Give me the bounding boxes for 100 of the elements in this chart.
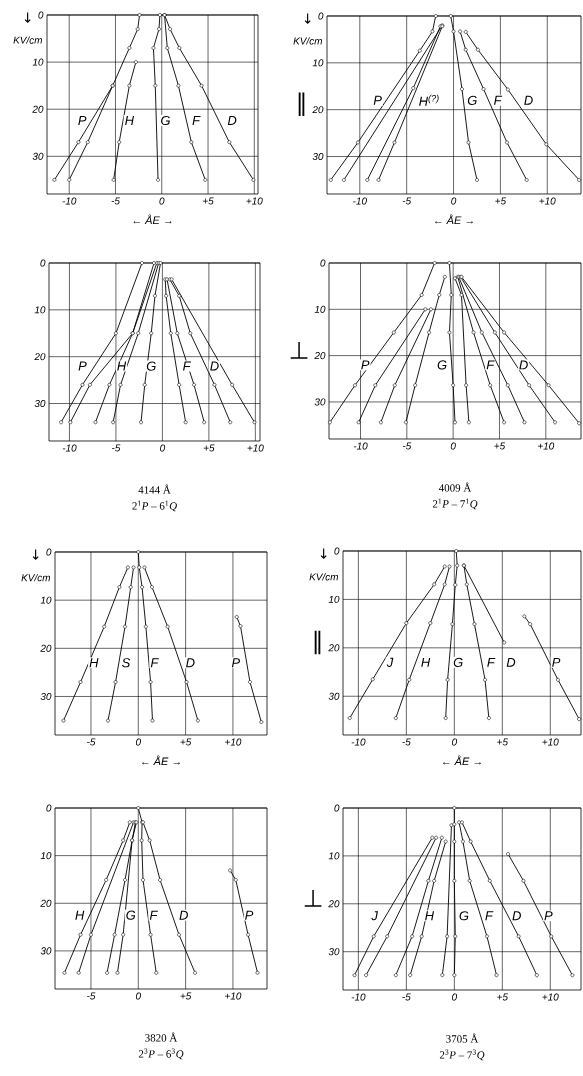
x-tick-label: -5 bbox=[87, 738, 96, 746]
annotation: D bbox=[186, 658, 195, 668]
x-tick-label: +5 bbox=[180, 992, 192, 1000]
text: ↓ bbox=[320, 548, 327, 559]
y-tick-label: 20 bbox=[34, 353, 46, 361]
x-tick-label: +10 bbox=[539, 197, 556, 205]
x-tick-label: -10 bbox=[62, 444, 77, 452]
x-tick-label: +5 bbox=[494, 442, 506, 450]
annotation: P bbox=[544, 911, 553, 921]
annotation: F bbox=[149, 910, 158, 920]
annotation: F bbox=[485, 911, 494, 921]
annotation: S bbox=[122, 658, 131, 668]
annotation: J bbox=[371, 911, 379, 921]
y-tick-label: 10 bbox=[328, 595, 340, 603]
annotation: F bbox=[150, 658, 159, 668]
text: 2$^{3}$P – 7$^{3}$Q bbox=[439, 1049, 485, 1061]
y-tick-label: 20 bbox=[32, 105, 44, 113]
x-tick-label: 0 bbox=[451, 197, 457, 205]
x-tick-label: +10 bbox=[247, 444, 264, 452]
annotation: G bbox=[161, 115, 170, 126]
y-tick-label: 0 bbox=[318, 12, 324, 20]
x-tick-label: 0 bbox=[451, 993, 458, 1001]
x-tick-label: +10 bbox=[537, 442, 555, 450]
text: ⊥ bbox=[290, 341, 308, 359]
annotation: D bbox=[506, 657, 516, 667]
annotation: F bbox=[486, 360, 495, 370]
y-tick-label: 10 bbox=[34, 306, 46, 314]
y-tick-label: 10 bbox=[32, 58, 44, 66]
x-tick-label: 0 bbox=[135, 992, 141, 1000]
x-tick-label: -5 bbox=[87, 992, 96, 1000]
text: ↓ bbox=[304, 13, 311, 24]
x-tick-label: +10 bbox=[225, 992, 242, 1000]
y-tick-label: 10 bbox=[328, 852, 340, 860]
annotation: D bbox=[210, 361, 219, 371]
x-tick-label: +5 bbox=[497, 738, 509, 746]
x-tick-label: 0 bbox=[451, 738, 458, 746]
y-tick-label: 30 bbox=[312, 152, 324, 161]
y-tick-label: 30 bbox=[328, 692, 340, 700]
text: 2$^{3}$P – 6$^{3}$Q bbox=[138, 1048, 184, 1060]
y-axis-title: KV/cm bbox=[309, 573, 339, 581]
text: ∥ bbox=[314, 630, 321, 655]
y-tick-label: 20 bbox=[314, 352, 326, 360]
x-tick-label: +10 bbox=[225, 738, 242, 746]
text: ↓ bbox=[24, 12, 31, 23]
x-tick-label: 0 bbox=[135, 738, 141, 746]
y-tick-label: 0 bbox=[46, 548, 52, 556]
annotation: P bbox=[78, 361, 87, 371]
x-tick-label: -10 bbox=[353, 442, 368, 450]
annotation: H$^{(?)}$ bbox=[419, 94, 439, 106]
x-tick-label: -10 bbox=[351, 738, 366, 746]
x-axis-title: ← ÅE → bbox=[442, 755, 482, 766]
x-tick-label: -5 bbox=[112, 444, 121, 452]
y-tick-label: 0 bbox=[46, 804, 52, 812]
y-axis-title: KV/cm bbox=[21, 573, 51, 582]
x-tick-label: 0 bbox=[159, 197, 165, 205]
annotation: F bbox=[183, 361, 192, 371]
annotation: D bbox=[524, 95, 533, 105]
text: ↓ bbox=[32, 549, 39, 560]
y-tick-label: 30 bbox=[40, 692, 52, 700]
x-tick-label: -5 bbox=[402, 738, 411, 746]
annotation: H bbox=[75, 910, 85, 920]
x-tick-label: +10 bbox=[542, 993, 559, 1001]
annotation: G bbox=[146, 361, 156, 371]
x-tick-label: -10 bbox=[353, 197, 367, 205]
y-tick-label: 0 bbox=[320, 259, 326, 267]
text: ∥ bbox=[298, 92, 305, 117]
annotation: F bbox=[487, 657, 496, 667]
y-tick-label: 0 bbox=[38, 11, 44, 19]
x-tick-label: +5 bbox=[202, 197, 214, 205]
y-tick-label: 20 bbox=[312, 106, 324, 114]
annotation: P bbox=[245, 910, 254, 920]
annotation: J bbox=[386, 657, 394, 667]
y-tick-label: 20 bbox=[328, 900, 340, 908]
y-tick-label: 0 bbox=[40, 259, 46, 267]
x-tick-label: +5 bbox=[495, 197, 507, 205]
y-tick-label: 10 bbox=[314, 305, 326, 313]
y-tick-label: 0 bbox=[334, 547, 340, 555]
y-axis-title: KV/cm bbox=[293, 37, 323, 45]
annotation: P bbox=[231, 658, 241, 668]
y-axis-title: KV/cm bbox=[13, 36, 43, 44]
annotation: D bbox=[227, 116, 237, 125]
annotation: P bbox=[78, 116, 87, 125]
x-tick-label: +10 bbox=[246, 197, 263, 205]
annotation: G bbox=[467, 95, 477, 105]
y-tick-label: 20 bbox=[40, 644, 52, 652]
annotation: G bbox=[437, 360, 447, 370]
x-axis-title: ← ÅE → bbox=[141, 755, 181, 766]
y-tick-label: 30 bbox=[34, 400, 46, 408]
x-tick-label: +10 bbox=[542, 738, 559, 746]
y-tick-label: 10 bbox=[312, 59, 324, 67]
x-axis-title: 3705 Å bbox=[446, 1033, 479, 1043]
y-tick-label: 30 bbox=[40, 947, 52, 955]
x-tick-label: +5 bbox=[203, 444, 215, 452]
annotation: G bbox=[453, 657, 463, 667]
x-tick-label: 0 bbox=[450, 442, 456, 450]
y-tick-label: 0 bbox=[334, 804, 340, 812]
x-tick-label: -10 bbox=[62, 197, 77, 205]
x-tick-label: -10 bbox=[351, 993, 366, 1001]
y-tick-label: 30 bbox=[314, 398, 326, 406]
annotation: H bbox=[125, 116, 135, 125]
